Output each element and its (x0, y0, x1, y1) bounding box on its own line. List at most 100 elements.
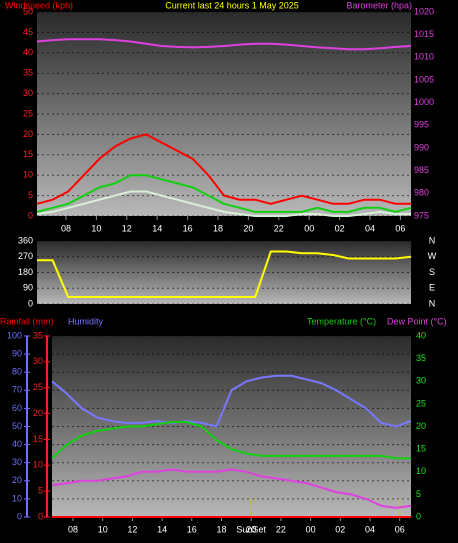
y-tick-label: 50 (12, 421, 22, 431)
y-tick-label: 975 (414, 210, 429, 220)
y-tick-label: 5 (38, 486, 43, 496)
direction-label: N (429, 298, 436, 308)
x-tick-label: 08 (68, 524, 78, 534)
x-tick-label: 02 (335, 524, 345, 534)
y-tick-label: 1010 (414, 52, 434, 62)
y-tick-label: 30 (12, 457, 22, 467)
y-tick-label: 100 (7, 330, 22, 340)
x-tick-label: 20 (243, 223, 253, 233)
y-tick-label: 25 (33, 382, 43, 392)
y-tick-label: 90 (12, 348, 22, 358)
y-tick-label: 0 (416, 511, 421, 521)
x-tick-label: 22 (274, 223, 284, 233)
series-line (37, 250, 412, 298)
x-tick-label: 18 (213, 223, 223, 233)
y-tick-label: 20 (416, 421, 426, 431)
x-tick-label: 06 (395, 524, 405, 534)
x-tick-label: 10 (98, 524, 108, 534)
y-tick-label: 980 (414, 188, 429, 198)
y-tick-label: 1000 (414, 97, 434, 107)
annotation: SunSet (236, 524, 266, 534)
y-tick-label: 0 (38, 511, 43, 521)
y-tick-label: 70 (12, 385, 22, 395)
x-tick-label: 12 (122, 223, 132, 233)
x-tick-label: 08 (61, 223, 71, 233)
y-tick-label: 180 (18, 267, 33, 277)
y-tick-label: 20 (12, 475, 22, 485)
y-tick-label: 990 (414, 142, 429, 152)
series-line (36, 38, 412, 51)
series-line (36, 174, 412, 213)
y-tick-label: 10 (23, 170, 33, 180)
y-tick-label: 10 (12, 493, 22, 503)
y-tick-label: 995 (414, 120, 429, 130)
direction-label: W (428, 251, 437, 261)
y-tick-label: 1015 (414, 29, 434, 39)
y-tick-label: 0 (28, 298, 33, 308)
plot-area (52, 336, 411, 517)
y-tick-label: 360 (18, 235, 33, 245)
x-tick-label: 22 (276, 524, 286, 534)
legend-label: Humidity (68, 316, 104, 326)
series-line (36, 190, 411, 217)
y-tick-label: 90 (23, 283, 33, 293)
y-tick-label: 270 (18, 251, 33, 261)
y-tick-label: 35 (416, 353, 426, 363)
chart-title: Current last 24 hours 1 May 2025 (165, 0, 299, 10)
y-tick-label: 15 (416, 444, 426, 454)
y-tick-label: 40 (23, 47, 33, 57)
y-tick-label: 1005 (414, 74, 434, 84)
y-tick-label: 35 (33, 330, 43, 340)
direction-label: S (429, 267, 435, 277)
direction-label: N (429, 235, 436, 245)
legend-label: Temperature (°C) (307, 316, 376, 326)
series-line (36, 133, 411, 205)
y-tick-label: 80 (12, 367, 22, 377)
y-tick-label: 25 (416, 398, 426, 408)
y-tick-label: 10 (416, 466, 426, 476)
y-tick-label: 25 (23, 108, 33, 118)
y-tick-label: 20 (33, 408, 43, 418)
y-tick-label: 15 (33, 434, 43, 444)
y-tick-label: 30 (33, 356, 43, 366)
y-tick-label: 15 (23, 149, 33, 159)
x-tick-label: 00 (306, 524, 316, 534)
y-tick-label: 40 (12, 439, 22, 449)
y-tick-label: 5 (28, 190, 33, 200)
y-tick-label: 30 (416, 376, 426, 386)
x-tick-label: 14 (152, 223, 162, 233)
direction-label: E (429, 283, 435, 293)
x-tick-label: 06 (395, 223, 405, 233)
y-tick-label: 5 (416, 489, 421, 499)
y-tick-label: 0 (17, 511, 22, 521)
y-tick-label: 50 (23, 6, 33, 16)
y-tick-label: 40 (416, 330, 426, 340)
y-tick-label: 30 (23, 88, 33, 98)
series-line (51, 468, 412, 509)
x-tick-label: 16 (183, 223, 193, 233)
legend-label: Dew Point (°C) (387, 316, 447, 326)
x-tick-label: 02 (335, 223, 345, 233)
x-tick-label: 12 (127, 524, 137, 534)
series-line (51, 374, 412, 428)
series-line (51, 421, 411, 460)
y-tick-label: 985 (414, 165, 429, 175)
y-tick-label: 10 (33, 460, 43, 470)
x-tick-label: 20 (246, 524, 256, 534)
x-tick-label: 00 (304, 223, 314, 233)
legend-label: Windspeed (kph) (5, 0, 73, 10)
x-tick-label: 14 (157, 524, 167, 534)
y-tick-label: 20 (23, 129, 33, 139)
legend-label: Rainfall (mm) (0, 316, 54, 326)
x-tick-label: 16 (187, 524, 197, 534)
x-tick-label: 04 (365, 223, 375, 233)
x-tick-label: 04 (365, 524, 375, 534)
legend-label: Barometer (hpa) (346, 0, 412, 10)
y-tick-label: 35 (23, 68, 33, 78)
y-tick-label: 1020 (414, 6, 434, 16)
x-tick-label: 10 (91, 223, 101, 233)
y-tick-label: 60 (12, 403, 22, 413)
y-tick-label: 45 (23, 27, 33, 37)
